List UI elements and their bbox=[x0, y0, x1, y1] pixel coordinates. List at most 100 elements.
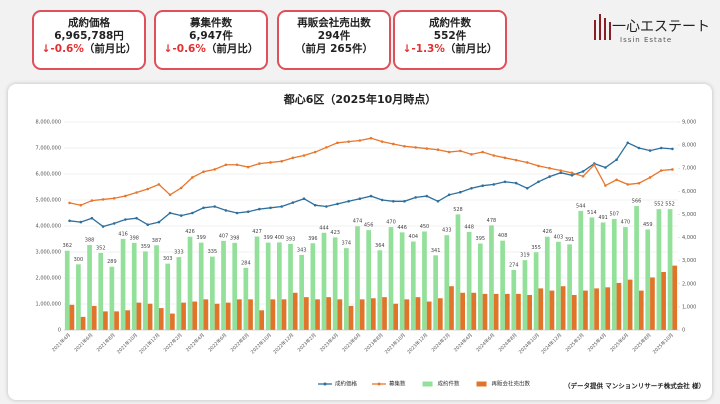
marker bbox=[392, 200, 395, 203]
bar bbox=[343, 248, 349, 330]
data-label: 352 bbox=[96, 245, 106, 251]
x-tick-label: 2021年6月 bbox=[73, 332, 95, 354]
marker bbox=[191, 211, 194, 215]
y2-tick-label: 9,000 bbox=[682, 120, 696, 126]
kpi-value: 552件 bbox=[433, 30, 467, 42]
marker bbox=[202, 170, 205, 173]
bar bbox=[377, 250, 383, 330]
marker bbox=[447, 150, 451, 154]
data-label: 387 bbox=[152, 238, 162, 244]
x-tick-label: 2024年6月 bbox=[474, 332, 496, 354]
bar bbox=[69, 304, 75, 330]
bar bbox=[259, 310, 265, 330]
marker bbox=[336, 202, 339, 206]
kpi-change-row: ↓-0.6%（前月比） bbox=[156, 43, 266, 56]
kpi-value: 6,947件 bbox=[189, 30, 233, 42]
x-tick-label: 2024年4月 bbox=[452, 332, 474, 354]
bar bbox=[533, 252, 539, 330]
data-label: 426 bbox=[543, 229, 553, 235]
bar bbox=[437, 298, 443, 330]
marker bbox=[90, 199, 94, 202]
bar bbox=[544, 236, 550, 330]
marker bbox=[347, 140, 350, 143]
marker bbox=[179, 214, 183, 217]
marker bbox=[325, 146, 328, 149]
marker bbox=[112, 222, 116, 225]
marker bbox=[235, 163, 239, 167]
data-label: 474 bbox=[353, 219, 363, 225]
x-tick-label: 2021年12月 bbox=[138, 332, 162, 356]
bar bbox=[410, 241, 416, 330]
marker bbox=[447, 193, 451, 197]
bar bbox=[422, 231, 427, 330]
marker bbox=[425, 194, 429, 198]
legend-swatch bbox=[422, 381, 433, 387]
y2-tick-label: 0 bbox=[682, 328, 685, 334]
bar bbox=[589, 217, 595, 330]
marker bbox=[592, 163, 596, 167]
data-label: 395 bbox=[476, 236, 486, 242]
y-tick-label: 0 bbox=[58, 328, 61, 334]
marker bbox=[525, 161, 529, 164]
marker bbox=[659, 146, 663, 150]
data-label: 335 bbox=[208, 249, 218, 255]
marker bbox=[492, 154, 496, 157]
marker bbox=[436, 200, 440, 203]
bar bbox=[399, 232, 405, 330]
y-tick-label: 5,000,000 bbox=[36, 198, 61, 204]
data-label: 450 bbox=[420, 224, 430, 230]
marker bbox=[570, 174, 574, 177]
bar bbox=[147, 303, 153, 330]
marker bbox=[213, 168, 217, 171]
x-tick-label: 2022年6月 bbox=[207, 332, 229, 354]
marker bbox=[414, 146, 417, 149]
bar bbox=[493, 293, 499, 330]
y2-tick-label: 7,000 bbox=[682, 166, 696, 172]
y-tick-label: 4,000,000 bbox=[36, 224, 61, 230]
data-label: 478 bbox=[487, 218, 497, 224]
marker bbox=[213, 205, 217, 208]
kpi-value: 6,965,788円 bbox=[54, 30, 124, 42]
legend-swatch bbox=[323, 382, 327, 386]
data-label: 407 bbox=[219, 233, 229, 239]
data-label: 274 bbox=[509, 263, 519, 269]
marker bbox=[615, 178, 618, 182]
marker bbox=[626, 183, 630, 186]
marker bbox=[380, 198, 384, 202]
x-tick-label: 2022年8月 bbox=[229, 332, 251, 354]
marker bbox=[68, 219, 71, 223]
data-label: 459 bbox=[643, 222, 653, 228]
kpi-change-row: ↓-0.6%（前月比） bbox=[34, 43, 144, 56]
marker bbox=[637, 181, 641, 185]
marker bbox=[459, 190, 462, 194]
data-label: 491 bbox=[598, 215, 608, 221]
bar bbox=[404, 299, 410, 330]
data-label: 423 bbox=[330, 230, 340, 236]
bar bbox=[192, 301, 198, 330]
x-tick-label: 2024年2月 bbox=[430, 332, 452, 354]
x-tick-label: 2025年8月 bbox=[631, 332, 653, 354]
bar bbox=[304, 297, 309, 330]
x-tick-label: 2024年12月 bbox=[539, 332, 563, 356]
bar bbox=[571, 294, 577, 330]
bar bbox=[277, 242, 282, 330]
data-label: 552 bbox=[654, 202, 664, 208]
x-tick-label: 2023年6月 bbox=[341, 332, 363, 354]
legend-label: 再販会社売出数 bbox=[492, 380, 531, 388]
data-label: 300 bbox=[74, 257, 84, 263]
marker bbox=[525, 187, 529, 190]
logo-icon bbox=[594, 14, 611, 40]
bar bbox=[460, 292, 465, 330]
bar bbox=[292, 292, 298, 330]
y2-tick-label: 1,000 bbox=[682, 304, 696, 310]
marker bbox=[336, 141, 339, 145]
bar bbox=[332, 237, 338, 330]
logo-sub: Issin Estate bbox=[620, 36, 673, 44]
bar bbox=[594, 288, 599, 330]
marker bbox=[258, 207, 261, 211]
kpi-change: ↓-0.6% bbox=[163, 43, 206, 55]
marker bbox=[235, 211, 239, 215]
marker bbox=[470, 187, 473, 190]
x-tick-label: 2021年8月 bbox=[95, 332, 117, 354]
bar bbox=[125, 310, 131, 330]
